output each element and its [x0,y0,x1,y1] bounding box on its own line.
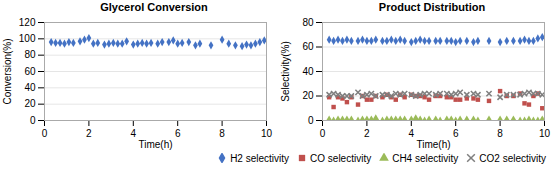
svg-text:0: 0 [320,128,326,139]
svg-text:4: 4 [409,128,415,139]
svg-text:60: 60 [302,41,314,52]
svg-text:120: 120 [19,17,36,28]
svg-text:2: 2 [86,128,92,139]
svg-text:40: 40 [24,82,36,93]
svg-text:10: 10 [261,128,273,139]
svg-text:8: 8 [219,128,225,139]
svg-text:4: 4 [131,128,137,139]
svg-text:40: 40 [302,66,314,77]
svg-text:Time(h): Time(h) [416,139,450,150]
svg-text:0: 0 [42,128,48,139]
svg-text:Conversion(%): Conversion(%) [2,38,13,104]
svg-text:20: 20 [302,90,314,101]
html-text:CH4 selectivity: CH4 selectivity [392,152,459,164]
svg-text:20: 20 [24,98,36,109]
svg-text:6: 6 [453,128,459,139]
svg-text:Selectivity(%): Selectivity(%) [280,41,291,102]
svg-text:60: 60 [24,66,36,77]
svg-text:100: 100 [19,33,36,44]
html-text:Glycerol Conversion: Glycerol Conversion [100,1,208,13]
html-text:CO2 selectivity: CO2 selectivity [479,152,546,164]
svg-text:6: 6 [175,128,181,139]
svg-text:0: 0 [30,115,36,126]
html-text:CO selectivity: CO selectivity [310,152,372,164]
html-text:Product Distribution: Product Distribution [378,1,486,13]
svg-text:0: 0 [308,115,314,126]
svg-text:10: 10 [539,128,551,139]
svg-text:8: 8 [497,128,503,139]
svg-text:80: 80 [302,17,314,28]
html-text:H2 selectivity: H2 selectivity [230,152,289,164]
svg-text:80: 80 [24,49,36,60]
svg-text:2: 2 [364,128,370,139]
svg-text:Time(h): Time(h) [138,139,172,150]
